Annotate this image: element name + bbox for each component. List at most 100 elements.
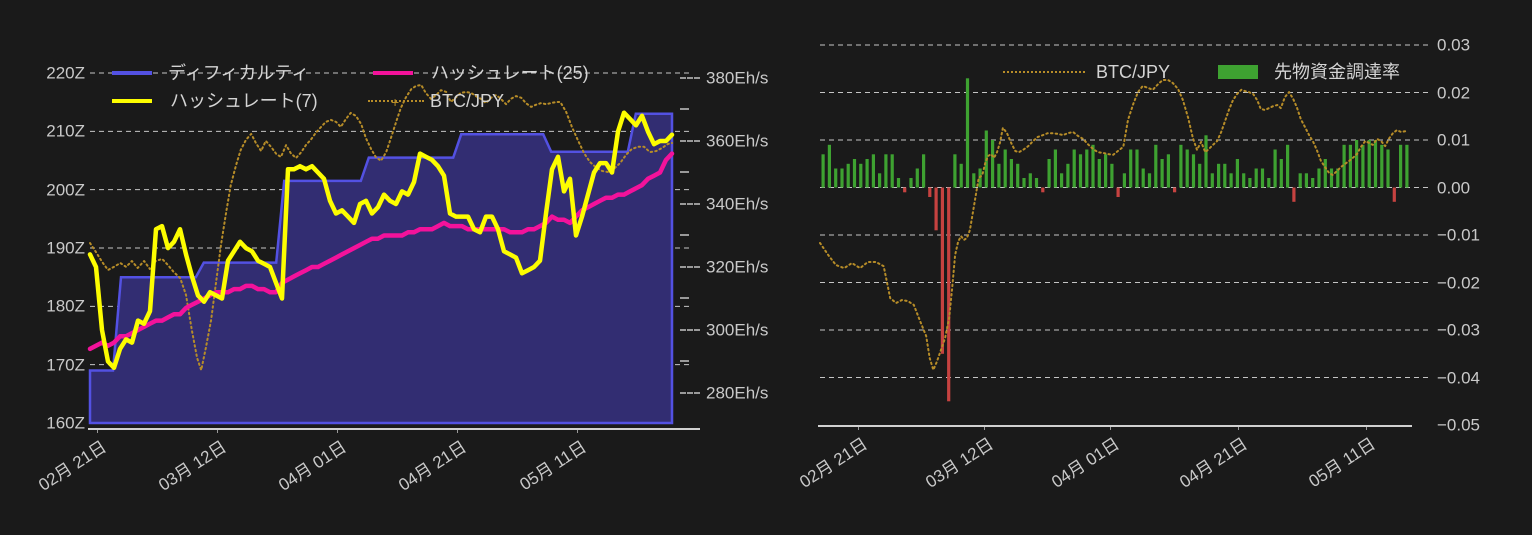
- funding-bar: [1179, 144, 1183, 188]
- y-axis-right-label: 360Eh/s: [706, 131, 769, 151]
- x-axis-label: 03月 12日: [922, 434, 997, 492]
- legend-label: 先物資金調達率: [1274, 62, 1400, 82]
- funding-bar: [1292, 187, 1296, 202]
- funding-bar: [1066, 163, 1070, 188]
- funding-bar: [1229, 173, 1233, 188]
- funding-bar: [1273, 149, 1277, 188]
- funding-bar: [940, 187, 944, 354]
- funding-bar: [1016, 163, 1020, 188]
- funding-bar: [1122, 173, 1126, 188]
- funding-bar: [1323, 159, 1327, 188]
- funding-bar: [1129, 149, 1133, 188]
- x-axis-label: 02月 21日: [796, 434, 872, 492]
- legend-item-difficulty[interactable]: ディフィカルティ: [112, 64, 309, 82]
- funding-bar: [1009, 159, 1013, 188]
- funding-bar: [1348, 144, 1352, 188]
- legend-item-btc_jpy[interactable]: + BTC/JPY: [368, 92, 504, 110]
- funding-bar: [865, 159, 869, 188]
- funding-bar: [846, 163, 850, 188]
- funding-bar: [1053, 149, 1057, 188]
- y-axis-left-label: 200Z: [46, 180, 85, 200]
- funding-bar: [1336, 168, 1340, 188]
- y-axis-left-label: 220Z: [46, 63, 85, 83]
- funding-bar: [903, 187, 907, 193]
- funding-bar: [1210, 173, 1214, 188]
- funding-bar: [1072, 149, 1076, 188]
- btc_jpy-legend-marker-icon: +: [368, 95, 424, 109]
- funding-bar: [1110, 163, 1114, 188]
- funding-bar: [953, 154, 957, 188]
- funding-bar: [834, 168, 838, 188]
- x-axis-label: 05月 11日: [1305, 434, 1379, 492]
- y-axis-label: −0.02: [1437, 273, 1481, 292]
- funding-bar: [1166, 154, 1170, 188]
- funding-bar: [1047, 159, 1051, 188]
- funding-bar: [1405, 144, 1409, 188]
- y-axis-right-label: 380Eh/s: [706, 68, 769, 88]
- funding-bar: [909, 178, 913, 188]
- funding-bar: [1223, 163, 1227, 188]
- x-axis-line: [88, 428, 700, 430]
- funding-bar: [1267, 178, 1271, 188]
- legend-item-funding[interactable]: 先物資金調達率: [1218, 63, 1400, 81]
- legend-label: BTC/JPY: [430, 91, 505, 111]
- funding-bar: [1399, 144, 1403, 188]
- y-axis-left-label: 190Z: [46, 238, 85, 258]
- funding-bar: [1317, 168, 1321, 188]
- funding-bar: [1242, 173, 1246, 188]
- eh-axis-tick: [680, 391, 700, 394]
- funding-bar: [852, 159, 857, 188]
- funding-bar: [934, 187, 938, 231]
- y-axis-right-label: 300Eh/s: [706, 320, 769, 340]
- x-axis-tick: [984, 426, 986, 430]
- plot-hashrate-difficulty: [87, 72, 692, 425]
- funding-bar: [1078, 154, 1083, 188]
- funding-bar: [947, 187, 951, 402]
- funding-bar: [1355, 140, 1359, 188]
- funding-bar: [1304, 173, 1308, 188]
- legend-label: ディフィカルティ: [168, 63, 310, 83]
- funding-bar: [871, 154, 875, 188]
- hashrate_7-legend-marker-icon: [112, 99, 152, 103]
- difficulty-legend-marker-icon: [112, 71, 152, 75]
- funding-bar: [972, 173, 976, 188]
- eh-axis-minor-tick: [680, 234, 689, 237]
- eh-axis-tick: [680, 328, 700, 331]
- funding-bar: [1191, 154, 1196, 188]
- funding-bar: [1034, 178, 1039, 188]
- eh-axis-tick: [680, 76, 700, 79]
- funding-bar: [1373, 140, 1378, 188]
- x-axis-label: 04月 21日: [1175, 434, 1251, 492]
- funding-bar: [1028, 173, 1032, 188]
- funding-bar: [1386, 149, 1390, 188]
- y-axis-left-label: 160Z: [46, 413, 85, 433]
- x-axis-tick: [577, 429, 579, 433]
- funding-bar: [878, 173, 882, 188]
- legend-item-btc_jpy[interactable]: BTC/JPY: [1003, 63, 1170, 81]
- funding-bar: [1135, 149, 1139, 188]
- legend-item-hashrate_25[interactable]: ハッシュレート(25): [373, 64, 589, 82]
- funding-bar: [1160, 159, 1164, 188]
- x-axis-line: [818, 425, 1412, 427]
- difficulty-area: [88, 112, 674, 425]
- y-axis-right-label: 320Eh/s: [706, 257, 769, 277]
- eh-axis-tick: [680, 265, 700, 268]
- x-axis-label: 04月 21日: [395, 437, 471, 495]
- funding-bar: [884, 154, 888, 188]
- plus-marker-icon: +: [391, 94, 400, 110]
- x-axis-tick: [216, 429, 218, 433]
- x-axis-tick: [1365, 426, 1367, 430]
- funding-bar: [1367, 140, 1371, 188]
- hashrate7-line: [87, 110, 675, 371]
- btcjpy-line: [89, 83, 673, 372]
- y-axis-label: −0.04: [1437, 368, 1481, 387]
- funding-bar: [1260, 168, 1265, 188]
- x-axis-tick: [1237, 426, 1239, 430]
- legend-item-hashrate_7[interactable]: ハッシュレート(7): [112, 92, 318, 110]
- y-axis-label: −0.05: [1437, 415, 1481, 435]
- funding-bar: [821, 154, 825, 188]
- funding-bar: [1091, 144, 1095, 188]
- x-axis-tick: [96, 429, 98, 433]
- funding-bar: [1085, 149, 1089, 188]
- y-axis-right-label: 280Eh/s: [706, 383, 769, 403]
